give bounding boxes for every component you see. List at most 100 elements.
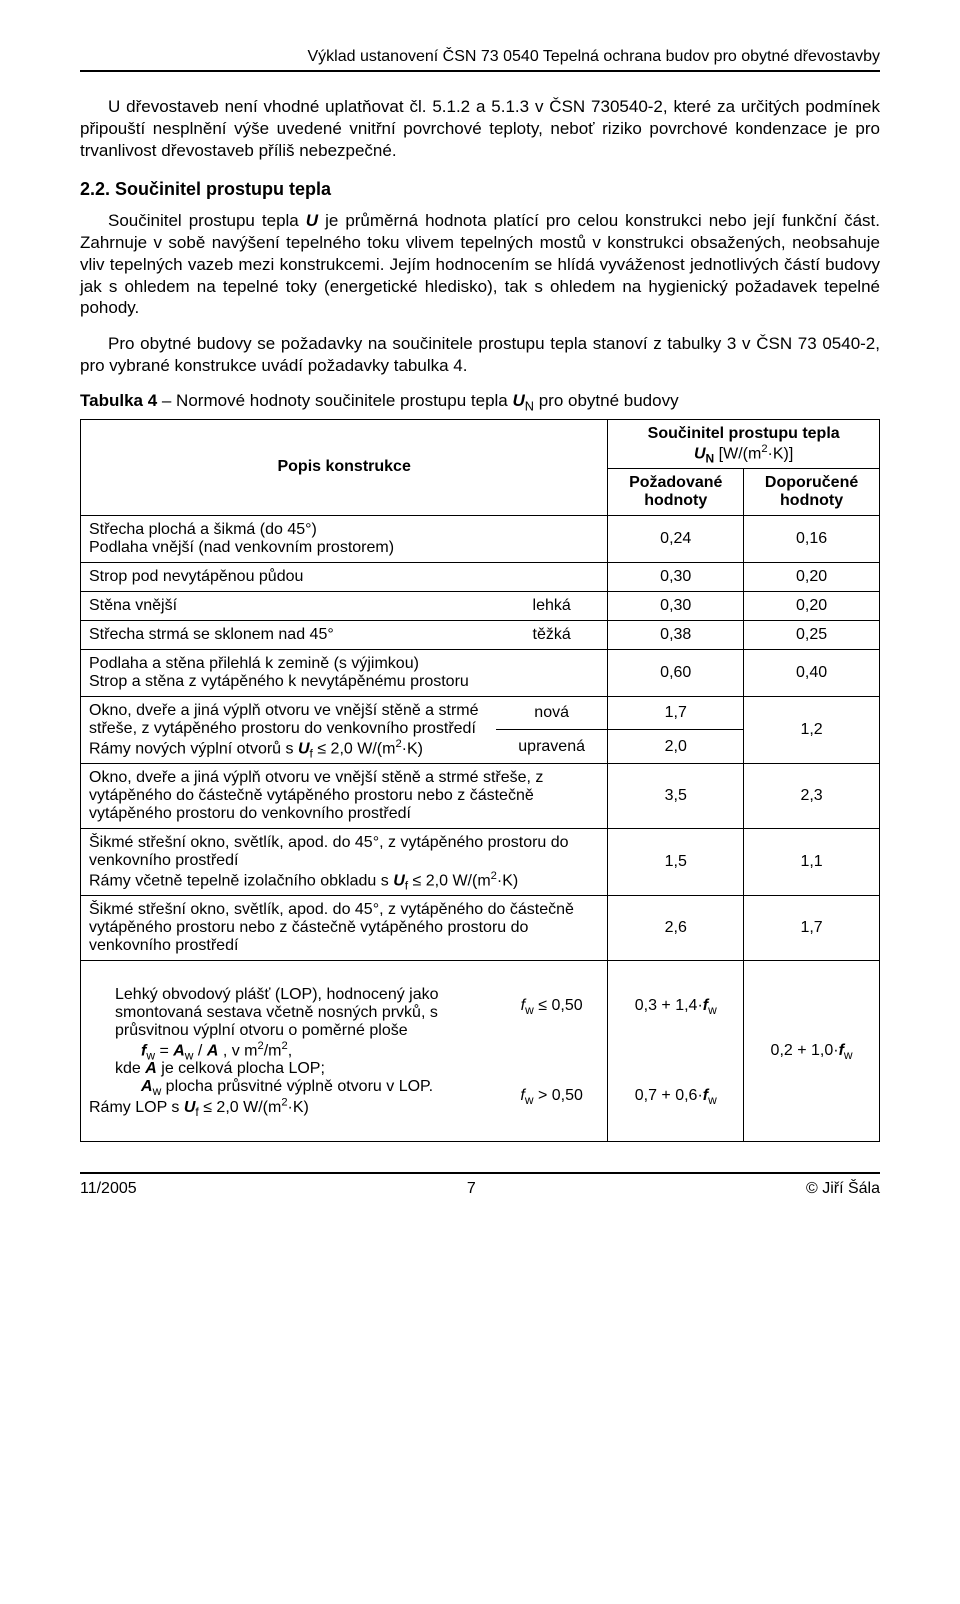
- r6v3: 1,2: [744, 696, 880, 763]
- main-table: Popis konstrukce Součinitel prostupu tep…: [80, 419, 880, 1143]
- r5v2: 0,40: [744, 649, 880, 696]
- r10c-A: A: [145, 1060, 157, 1077]
- r8b-pre: Rámy včetně tepelně izolačního obkladu s: [89, 872, 393, 889]
- r10d-A: A: [141, 1078, 153, 1095]
- r8b-mid: ≤ 2,0 W/(m: [408, 872, 491, 889]
- r6-sub2: upravená: [496, 730, 608, 764]
- th-sup: Součinitel prostupu tepla UN [W/(m2·K)]: [608, 419, 880, 468]
- footer-mid: 7: [467, 1180, 476, 1198]
- r10v1-pre: 0,3 + 1,4·: [635, 997, 703, 1014]
- r10v1: 0,3 + 1,4·fw: [608, 961, 744, 1052]
- r10-Aw: A: [173, 1042, 185, 1059]
- r10d-w: w: [153, 1085, 162, 1099]
- paragraph-1: U dřevostaveb není vhodné uplatňovat čl.…: [80, 96, 880, 161]
- r8a: Šikmé střešní okno, světlík, apod. do 45…: [89, 834, 569, 869]
- th-unit-pre: [W/(m: [714, 445, 761, 462]
- tt-N: N: [525, 398, 534, 413]
- footer-left: 11/2005: [80, 1180, 137, 1198]
- r6-sub1: nová: [496, 696, 608, 730]
- r6b-end: ·K): [402, 740, 423, 757]
- r8v2: 1,1: [744, 829, 880, 896]
- th-N: N: [706, 451, 715, 465]
- r3v2: 0,20: [744, 591, 880, 620]
- r6-desc: Okno, dveře a jiná výplň otvoru ve vnějš…: [81, 696, 496, 763]
- r4-sub: těžká: [496, 620, 608, 649]
- r10d: Aw plocha průsvitné výplně otvoru v LOP.: [89, 1078, 488, 1096]
- r1-desc: Střecha plochá a šikmá (do 45°) Podlaha …: [81, 515, 608, 562]
- r1b: Podlaha vnější (nad venkovním prostorem): [89, 539, 394, 556]
- th-popis: Popis konstrukce: [81, 419, 608, 515]
- r4v2: 0,25: [744, 620, 880, 649]
- th-U: U: [694, 445, 706, 462]
- table-row: Stěna vnější lehká 0,30 0,20: [81, 591, 880, 620]
- tt-b: – Normové hodnoty součinitele prostupu t…: [157, 391, 512, 410]
- r5-desc: Podlaha a stěna přilehlá k zemině (s výj…: [81, 649, 608, 696]
- r7v1: 3,5: [608, 764, 744, 829]
- r10-mid: /: [193, 1042, 206, 1059]
- th-sup-a: Součinitel prostupu tepla: [648, 425, 840, 442]
- table-row: Šikmé střešní okno, světlík, apod. do 45…: [81, 896, 880, 961]
- sym-U: U: [306, 211, 318, 230]
- r10c: kde A je celková plocha LOP;: [89, 1060, 488, 1078]
- r8-U: U: [393, 872, 405, 889]
- footer: 11/2005 7 © Jiří Šála: [80, 1172, 880, 1198]
- section-heading: 2.2. Součinitel prostupu tepla: [80, 179, 880, 200]
- table-row: Střecha plochá a šikmá (do 45°) Podlaha …: [81, 515, 880, 562]
- th-unit-post: ·K)]: [768, 445, 794, 462]
- r10e-pre: Rámy LOP s: [89, 1099, 184, 1116]
- r10c-pre: kde: [115, 1060, 145, 1077]
- r10v3-pre: 0,2 + 1,0·: [771, 1042, 839, 1059]
- table-row: Střecha strmá se sklonem nad 45° těžká 0…: [81, 620, 880, 649]
- r9v1: 2,6: [608, 896, 744, 961]
- r10v2-pre: 0,7 + 0,6·: [635, 1087, 703, 1104]
- r2v1: 0,30: [608, 562, 744, 591]
- paragraph-3: Pro obytné budovy se požadavky na součin…: [80, 333, 880, 377]
- r10d-post: plocha průsvitné výplně otvoru v LOP.: [161, 1078, 433, 1095]
- r10-A: A: [207, 1042, 219, 1059]
- r10-desc: Lehký obvodový plášť (LOP), hodnocený ja…: [81, 961, 496, 1142]
- r6v1: 1,7: [608, 696, 744, 730]
- r5b: Strop a stěna z vytápěného k nevytápěném…: [89, 673, 469, 690]
- r10v3: 0,2 + 1,0·fw: [744, 961, 880, 1142]
- r5v1: 0,60: [608, 649, 744, 696]
- r2-desc: Strop pod nevytápěnou půdou: [81, 562, 608, 591]
- r4v1: 0,38: [608, 620, 744, 649]
- table-title: Tabulka 4 – Normové hodnoty součinitele …: [80, 391, 880, 411]
- tt-a: Tabulka 4: [80, 391, 157, 410]
- table-header-row: Popis konstrukce Součinitel prostupu tep…: [81, 419, 880, 468]
- r1a: Střecha plochá a šikmá (do 45°): [89, 521, 317, 538]
- r1v2: 0,16: [744, 515, 880, 562]
- r10-unit-mid: /m: [264, 1042, 282, 1059]
- r10-sub2: fw > 0,50: [496, 1051, 608, 1142]
- r10e: Rámy LOP s Uf ≤ 2,0 W/(m2·K): [89, 1099, 309, 1116]
- r10s1-w: w: [525, 1004, 534, 1018]
- r5a: Podlaha a stěna přilehlá k zemině (s výj…: [89, 655, 419, 672]
- r10b: fw = Aw / A , v m2/m2,: [89, 1040, 488, 1060]
- r6v2: 2,0: [608, 730, 744, 764]
- r10e-U: U: [184, 1099, 196, 1116]
- r6b-post: ≤ 2,0 W/(m: [313, 740, 396, 757]
- r3v1: 0,30: [608, 591, 744, 620]
- r10-sub1: fw ≤ 0,50: [496, 961, 608, 1052]
- tt-c: pro obytné budovy: [534, 391, 679, 410]
- r10a: Lehký obvodový plášť (LOP), hodnocený ja…: [89, 986, 488, 1040]
- r10-unit-pre: , v m: [218, 1042, 257, 1059]
- r10e-mid: ≤ 2,0 W/(m: [199, 1099, 282, 1116]
- r10c-post: je celková plocha LOP;: [157, 1060, 325, 1077]
- th-dop: Doporučené hodnoty: [744, 468, 880, 515]
- r7v2: 2,3: [744, 764, 880, 829]
- r8v1: 1,5: [608, 829, 744, 896]
- paragraph-2: Součinitel prostupu tepla U je průměrná …: [80, 210, 880, 319]
- r10-unit-end: ,: [288, 1042, 292, 1059]
- r10v2: 0,7 + 0,6·fw: [608, 1051, 744, 1142]
- r10s1-mid: ≤ 0,50: [534, 997, 583, 1014]
- r10-eq: =: [155, 1042, 173, 1059]
- r10s2-w: w: [525, 1094, 534, 1108]
- page-header: Výklad ustanovení ČSN 73 0540 Tepelná oc…: [80, 48, 880, 66]
- r4-desc: Střecha strmá se sklonem nad 45°: [81, 620, 496, 649]
- table-row: Okno, dveře a jiná výplň otvoru ve vnějš…: [81, 696, 880, 730]
- r2v2: 0,20: [744, 562, 880, 591]
- table-row: Lehký obvodový plášť (LOP), hodnocený ja…: [81, 961, 880, 1052]
- table-row: Strop pod nevytápěnou půdou 0,30 0,20: [81, 562, 880, 591]
- footer-right: © Jiří Šála: [806, 1180, 880, 1198]
